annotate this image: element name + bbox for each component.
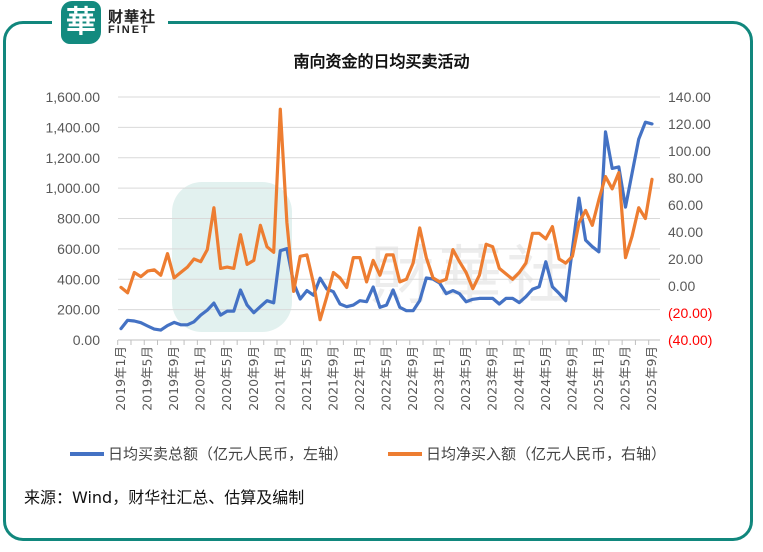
x-tick-label: 2020年1月 (193, 346, 208, 411)
x-tick-label: 2025年9月 (644, 346, 659, 411)
finet-logo: 華 (61, 1, 101, 44)
left-tick-label: 600.00 (57, 241, 100, 257)
legend-item-net: 日均净买入额（亿元人民币，右轴） (388, 443, 666, 464)
legend-item-total: 日均买卖总额（亿元人民币，左轴） (70, 443, 348, 464)
brand-name-cn: 财華社 (108, 8, 157, 26)
x-tick-label: 2021年1月 (272, 346, 287, 411)
series-line-net-buy (119, 107, 654, 322)
x-tick-label: 2023年1月 (432, 346, 447, 411)
x-tick-label: 2019年1月 (113, 346, 128, 411)
left-tick-label: 1,600.00 (46, 89, 101, 105)
right-tick-label: 140.00 (668, 89, 711, 105)
right-tick-label: 60.00 (668, 197, 703, 213)
x-tick-label: 2021年5月 (299, 346, 314, 411)
right-tick-label: 20.00 (668, 251, 703, 267)
x-tick-label: 2025年1月 (591, 346, 606, 411)
x-tick-label: 2019年9月 (166, 346, 181, 411)
left-tick-label: 1,400.00 (46, 119, 101, 135)
source-note: 来源：Wind，财华社汇总、估算及编制 (24, 488, 305, 507)
left-tick-label: 800.00 (57, 211, 100, 227)
right-tick-label: 40.00 (668, 224, 703, 240)
chart-title: 南向资金的日均买卖活动 (293, 52, 470, 71)
x-tick-label: 2020年9月 (246, 346, 261, 411)
x-tick-label: 2024年1月 (511, 346, 526, 411)
x-tick-label: 2022年1月 (352, 346, 367, 411)
x-tick-label: 2021年9月 (325, 346, 340, 411)
legend-label: 日均买卖总额（亿元人民币，左轴） (108, 445, 349, 463)
brand-name-en: FINET (108, 24, 150, 36)
left-tick-label: 400.00 (57, 271, 100, 287)
legend-swatch-blue (70, 451, 104, 456)
chart-frame (3, 21, 753, 541)
x-tick-label: 2020年5月 (219, 346, 234, 411)
right-tick-label: 100.00 (668, 143, 711, 159)
x-tick-label: 2024年9月 (564, 346, 579, 411)
right-tick-label: (40.00) (668, 332, 712, 348)
left-tick-label: 200.00 (57, 302, 100, 318)
left-tick-label: 1,200.00 (46, 150, 101, 166)
legend-label: 日均净买入额（亿元人民币，右轴） (426, 445, 667, 463)
series-line-total-turnover (119, 120, 654, 332)
legend-swatch-orange (388, 451, 422, 456)
x-tick-label: 2023年5月 (458, 346, 473, 411)
x-tick-label: 2023年9月 (485, 346, 500, 411)
watermark-logo (172, 182, 292, 332)
x-tick-label: 2022年9月 (405, 346, 420, 411)
right-tick-label: (20.00) (668, 305, 712, 321)
right-tick-label: 80.00 (668, 170, 703, 186)
right-tick-label: 0.00 (668, 278, 695, 294)
x-tick-label: 2024年5月 (538, 346, 553, 411)
x-tick-label: 2019年5月 (140, 346, 155, 411)
right-tick-label: 120.00 (668, 116, 711, 132)
x-tick-label: 2022年5月 (379, 346, 394, 411)
x-tick-label: 2025年5月 (617, 346, 632, 411)
left-tick-label: 0.00 (73, 332, 100, 348)
left-tick-label: 1,000.00 (46, 180, 101, 196)
